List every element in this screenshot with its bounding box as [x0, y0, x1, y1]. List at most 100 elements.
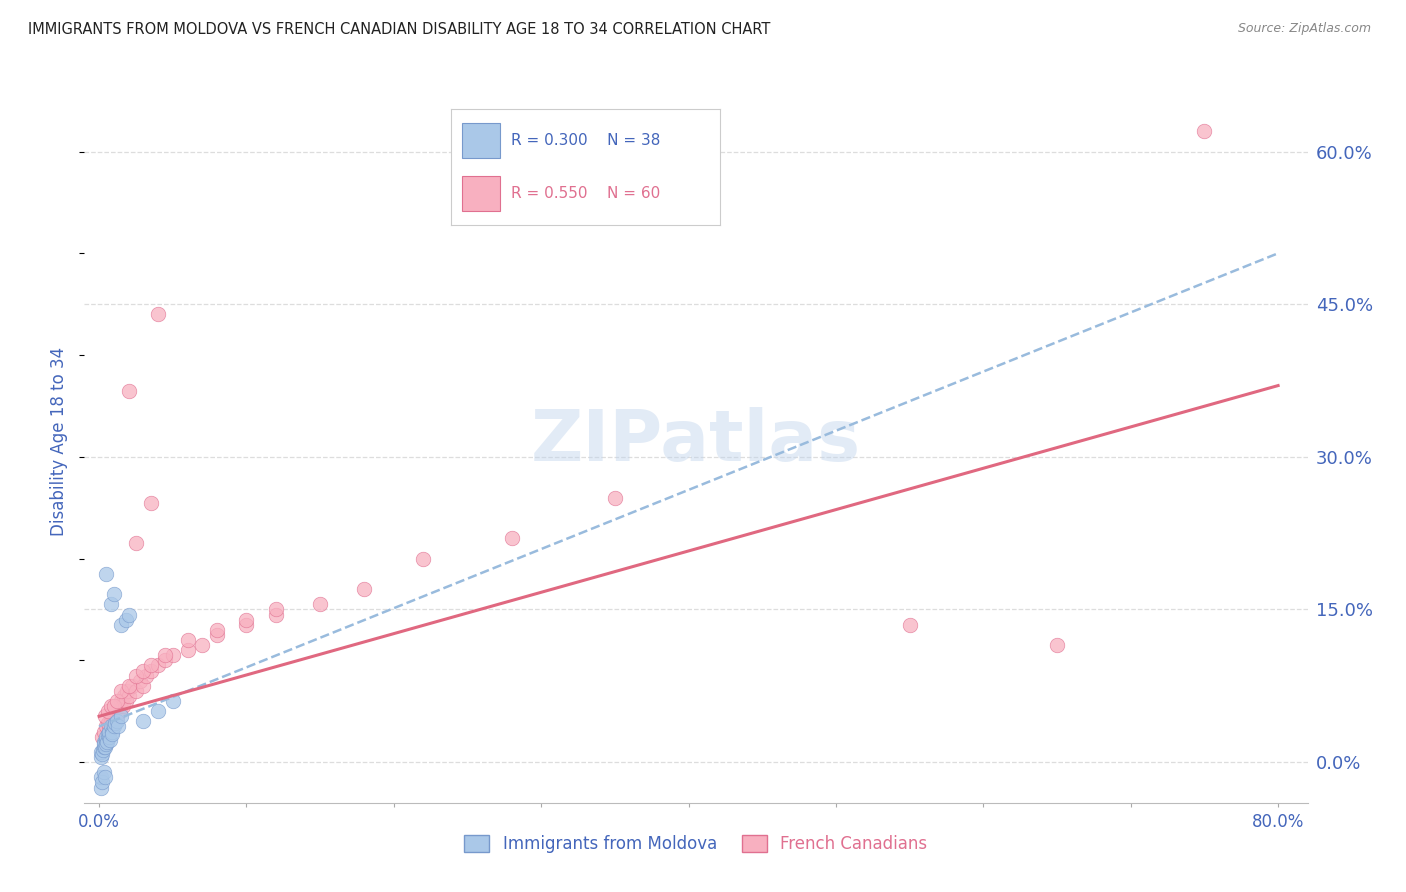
Point	[112, 689, 135, 703]
Point	[94, 735, 117, 749]
Point	[104, 704, 127, 718]
Point	[91, 775, 114, 789]
Point	[110, 617, 132, 632]
Point	[353, 582, 375, 596]
Point	[105, 709, 128, 723]
Legend: Immigrants from Moldova, French Canadians: Immigrants from Moldova, French Canadian…	[458, 828, 934, 860]
Point	[93, 765, 115, 780]
Point	[146, 307, 169, 321]
Point	[90, 770, 112, 784]
Point	[115, 684, 138, 698]
Text: IMMIGRANTS FROM MOLDOVA VS FRENCH CANADIAN DISABILITY AGE 18 TO 34 CORRELATION C: IMMIGRANTS FROM MOLDOVA VS FRENCH CANADI…	[28, 22, 770, 37]
Text: Source: ZipAtlas.com: Source: ZipAtlas.com	[1237, 22, 1371, 36]
Point	[97, 730, 120, 744]
Point	[103, 587, 125, 601]
Point	[100, 719, 122, 733]
Point	[100, 598, 122, 612]
Point	[146, 658, 169, 673]
Point	[94, 739, 117, 754]
Point	[1046, 638, 1069, 652]
Point	[264, 607, 287, 622]
Point	[101, 726, 124, 740]
Point	[117, 679, 139, 693]
Point	[98, 724, 121, 739]
Point	[91, 747, 114, 761]
Point	[176, 632, 198, 647]
Point	[114, 694, 136, 708]
Point	[125, 684, 148, 698]
Point	[117, 607, 139, 622]
Point	[176, 643, 198, 657]
Point	[139, 495, 162, 509]
Point	[96, 719, 118, 733]
Point	[107, 719, 129, 733]
Point	[117, 384, 139, 398]
Point	[139, 664, 162, 678]
Point	[146, 704, 169, 718]
Point	[139, 658, 162, 673]
Point	[91, 730, 114, 744]
Point	[110, 709, 132, 723]
Point	[135, 668, 157, 682]
Point	[205, 623, 228, 637]
Point	[155, 648, 177, 663]
Point	[309, 598, 332, 612]
Point	[105, 714, 128, 729]
Point	[90, 780, 112, 795]
Point	[1194, 124, 1216, 138]
Point	[110, 694, 132, 708]
Point	[93, 724, 115, 739]
Point	[101, 709, 124, 723]
Point	[107, 699, 129, 714]
Point	[111, 699, 134, 714]
Point	[264, 602, 287, 616]
Y-axis label: Disability Age 18 to 34: Disability Age 18 to 34	[51, 347, 69, 536]
Point	[103, 699, 125, 714]
Point	[103, 714, 125, 729]
Point	[155, 653, 177, 667]
Point	[100, 714, 122, 729]
Point	[125, 536, 148, 550]
Point	[96, 566, 118, 581]
Point	[94, 732, 117, 747]
Point	[94, 709, 117, 723]
Point	[96, 735, 118, 749]
Text: ZIPatlas: ZIPatlas	[531, 407, 860, 476]
Point	[93, 737, 115, 751]
Point	[93, 739, 115, 754]
Point	[96, 737, 118, 751]
Point	[162, 694, 184, 708]
Point	[105, 694, 128, 708]
Point	[132, 664, 155, 678]
Point	[93, 735, 115, 749]
Point	[100, 724, 122, 739]
Point	[114, 613, 136, 627]
Point	[98, 719, 121, 733]
Point	[104, 716, 127, 731]
Point	[125, 668, 148, 682]
Point	[98, 732, 121, 747]
Point	[110, 684, 132, 698]
Point	[235, 617, 257, 632]
Point	[129, 673, 152, 688]
Point	[501, 531, 523, 545]
Point	[132, 714, 155, 729]
Point	[898, 617, 921, 632]
Point	[603, 491, 626, 505]
Point	[235, 613, 257, 627]
Point	[90, 745, 112, 759]
Point	[97, 704, 120, 718]
Point	[162, 648, 184, 663]
Point	[108, 704, 131, 718]
Point	[96, 730, 118, 744]
Point	[94, 770, 117, 784]
Point	[205, 628, 228, 642]
Point	[100, 699, 122, 714]
Point	[103, 719, 125, 733]
Point	[191, 638, 214, 652]
Point	[97, 716, 120, 731]
Point	[97, 726, 120, 740]
Point	[132, 679, 155, 693]
Point	[90, 750, 112, 764]
Point	[117, 689, 139, 703]
